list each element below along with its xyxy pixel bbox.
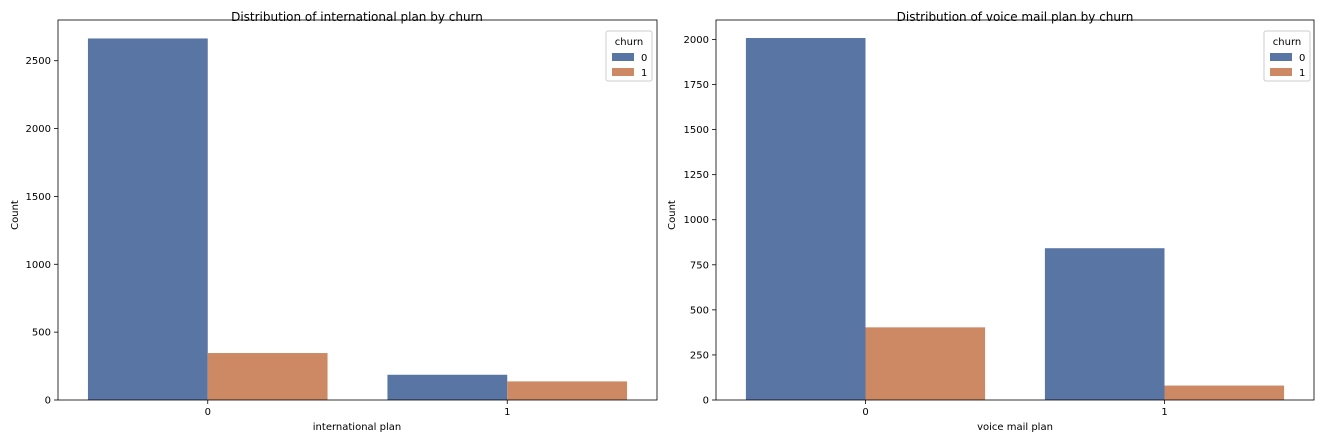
y-tick-label: 250	[690, 350, 709, 361]
axes-frame	[715, 19, 1315, 401]
y-tick-label: 2000	[26, 124, 51, 135]
x-tick-label: 0	[862, 407, 868, 418]
bar-cat0-churn1	[207, 353, 328, 400]
y-tick-label: 1500	[26, 192, 51, 203]
legend-label-1: 1	[641, 68, 647, 79]
legend-swatch-1	[1270, 68, 1292, 76]
axes-frame	[57, 19, 658, 401]
legend-swatch-0	[612, 53, 634, 61]
x-tick-label: 1	[1161, 407, 1167, 418]
legend: churn 0 1	[1263, 30, 1311, 82]
chart-title: Distribution of voice mail plan by churn	[897, 10, 1134, 24]
plot-area: 0 1 0 250 500 750 1000 1250 1500 1750 2000	[684, 19, 1315, 418]
legend-label-0: 0	[641, 53, 647, 64]
y-tick-label: 1500	[684, 125, 709, 136]
y-tick-label: 500	[32, 328, 51, 339]
y-tick-label: 1750	[684, 80, 709, 91]
x-axis-label: voice mail plan	[977, 422, 1053, 433]
legend-label-0: 0	[1299, 53, 1305, 64]
bar-cat1-churn0	[1044, 248, 1165, 400]
legend-swatch-0	[1270, 53, 1292, 61]
y-axis-label: Count	[10, 200, 21, 230]
chart-international-plan: Distribution of international plan by ch…	[10, 10, 658, 433]
x-axis-label: international plan	[313, 422, 401, 433]
y-tick-label: 2500	[26, 56, 51, 67]
bar-cat1-churn0	[387, 374, 508, 400]
legend-label-1: 1	[1299, 68, 1305, 79]
legend: churn 0 1	[605, 30, 653, 82]
y-tick-label: 2000	[684, 35, 709, 46]
x-tick-label: 1	[504, 407, 510, 418]
y-tick-label: 1000	[684, 215, 709, 226]
plot-area: 0 1 0 500 1000 1500 2000 2500	[26, 19, 658, 418]
bar-cat1-churn1	[1164, 385, 1285, 400]
legend-title: churn	[1273, 37, 1301, 48]
y-axis-label: Count	[667, 200, 678, 230]
y-tick-label: 0	[703, 396, 709, 407]
y-tick-label: 750	[690, 260, 709, 271]
chart-voice-mail-plan: Distribution of voice mail plan by churn…	[667, 10, 1315, 433]
legend-title: churn	[615, 37, 643, 48]
y-tick-label: 500	[690, 305, 709, 316]
bar-cat1-churn1	[507, 381, 628, 400]
bar-cat0-churn1	[865, 327, 986, 400]
bar-cat0-churn0	[745, 38, 866, 401]
y-tick-label: 1250	[684, 170, 709, 181]
legend-swatch-1	[612, 68, 634, 76]
bar-cat0-churn0	[87, 38, 208, 400]
y-tick-label: 1000	[26, 260, 51, 271]
chart-title: Distribution of international plan by ch…	[231, 10, 483, 24]
x-tick-label: 0	[205, 407, 211, 418]
y-tick-label: 0	[45, 396, 51, 407]
